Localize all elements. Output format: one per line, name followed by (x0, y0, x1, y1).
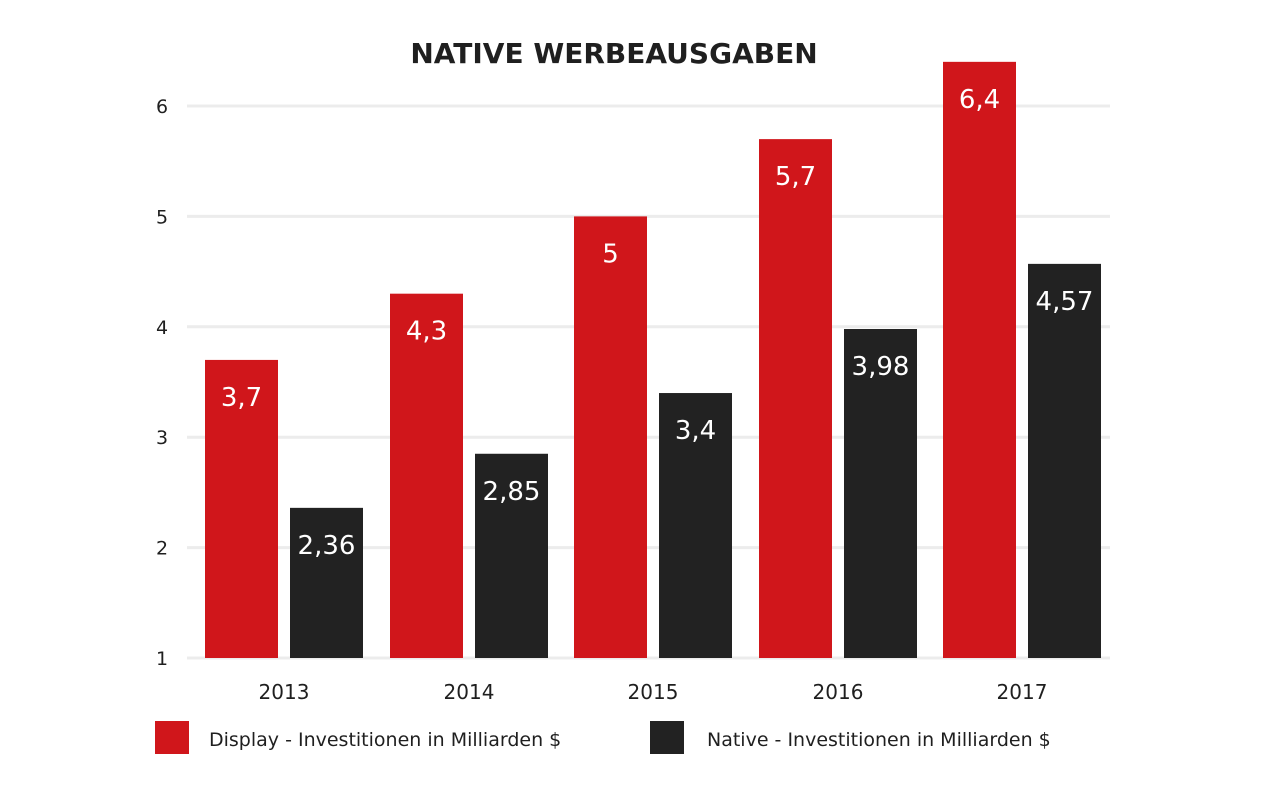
bar-display-2013 (205, 359, 278, 658)
bar-value-label: 5 (602, 239, 619, 269)
legend-swatch-display (155, 721, 189, 754)
legend-swatch-native (650, 721, 684, 754)
bar-value-label: 3,7 (221, 383, 262, 413)
bar-value-label: 5,7 (775, 162, 816, 192)
bar-value-label: 6,4 (959, 85, 1000, 115)
bars: 3,7 2,36 4,3 2,85 5 3,4 5,7 3,98 6,4 4,57 (205, 61, 1101, 658)
x-tick-label: 2015 (628, 680, 679, 704)
legend: Display - Investitionen in Milliarden $ N… (155, 721, 1051, 754)
y-tick-label: 4 (156, 317, 168, 339)
chart-title: NATIVE WERBEAUSGABEN (410, 37, 817, 70)
y-tick-label: 1 (156, 648, 168, 670)
bar-display-2017 (943, 61, 1016, 658)
bar-value-label: 3,4 (675, 416, 716, 446)
x-tick-label: 2016 (813, 680, 864, 704)
bar-value-label: 4,3 (406, 317, 447, 347)
y-tick-label: 2 (156, 538, 168, 560)
bar-value-label: 3,98 (852, 352, 910, 382)
bar-native-2014 (475, 453, 548, 658)
y-tick-label: 3 (156, 427, 168, 449)
y-tick-label: 6 (156, 96, 168, 118)
bar-native-2013 (290, 507, 363, 658)
bar-value-label: 2,36 (298, 531, 356, 561)
legend-label-display: Display - Investitionen in Milliarden $ (209, 729, 561, 751)
x-tick-label: 2013 (259, 680, 310, 704)
bar-display-2015 (574, 216, 647, 658)
bar-value-label: 2,85 (483, 477, 541, 507)
y-tick-label: 5 (156, 206, 168, 228)
x-tick-label: 2017 (997, 680, 1048, 704)
bar-native-2015 (659, 393, 732, 658)
y-axis-ticks: 1 2 3 4 5 6 (156, 96, 168, 670)
bar-display-2014 (390, 293, 463, 658)
x-axis-ticks: 2013 2014 2015 2016 2017 (259, 680, 1048, 704)
bar-value-label: 4,57 (1036, 287, 1094, 317)
bar-display-2016 (759, 139, 832, 658)
bar-native-2016 (844, 329, 917, 658)
legend-label-native: Native - Investitionen in Milliarden $ (707, 729, 1051, 751)
bar-native-2017 (1028, 263, 1101, 658)
x-tick-label: 2014 (444, 680, 495, 704)
